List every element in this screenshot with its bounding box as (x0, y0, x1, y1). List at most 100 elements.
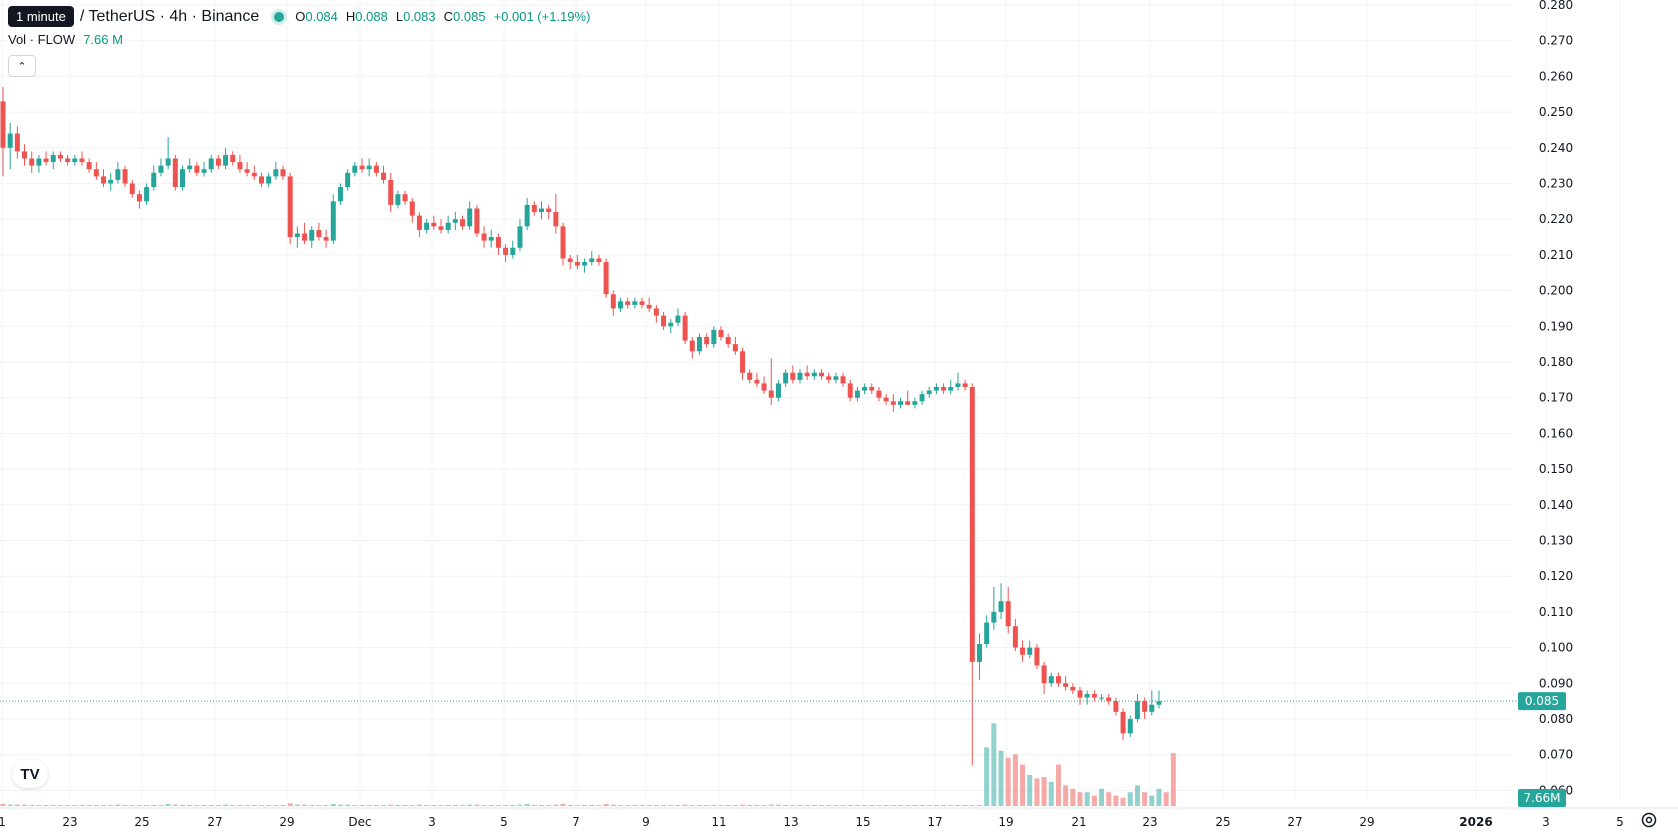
candle-body (101, 176, 107, 184)
volume-bar (431, 805, 437, 806)
axis-tags: 0.085 7.66M (1518, 692, 1566, 807)
time-tick-label: 13 (783, 815, 798, 829)
volume-legend[interactable]: Vol · FLOW 7.66 M (8, 32, 123, 47)
candle-body (682, 315, 688, 341)
high-value: 0.088 (355, 9, 388, 24)
volume-bar (905, 805, 911, 806)
volume-bar (460, 805, 466, 806)
candle-body (1048, 676, 1054, 684)
time-tick-label: 29 (279, 815, 294, 829)
candle-body (309, 229, 315, 241)
low-value: 0.083 (403, 9, 436, 24)
candle-body (675, 315, 681, 323)
volume-bar (65, 805, 71, 806)
ohlc-values: O0.084 H0.088 L0.083 C0.085 +0.001 (+1.1… (295, 9, 590, 24)
volume-bar (811, 805, 817, 806)
price-tick-label: 0.210 (1539, 248, 1573, 262)
volume-bar (603, 803, 609, 806)
volume-bar (72, 805, 78, 806)
candle-body (79, 158, 85, 163)
volume-bar (883, 805, 889, 806)
volume-bar (1149, 795, 1155, 806)
candle-body (890, 401, 896, 405)
candle-body (93, 169, 99, 177)
volume-bar (696, 805, 702, 806)
price-axis: 0.280 0.270 0.260 0.250 0.240 0.230 0.220 0.210… (1539, 0, 1573, 797)
price-tick-label: 0.270 (1539, 34, 1573, 48)
volume-bar (589, 805, 595, 806)
candle-body (273, 169, 279, 177)
collapse-legend-button[interactable]: ⌃ (8, 55, 36, 77)
volume-bar (840, 805, 846, 806)
candle-body (50, 154, 56, 163)
candle-body (819, 372, 825, 377)
symbol-title[interactable]: / TetherUS · 4h · Binance (79, 7, 260, 25)
volume-bar (524, 803, 530, 806)
price-tick-label: 0.080 (1539, 712, 1573, 726)
tradingview-logo-icon[interactable]: TV (12, 760, 48, 788)
chevron-up-icon: ⌃ (17, 60, 27, 73)
volume-bar (574, 805, 580, 806)
time-tick-label: 17 (927, 815, 942, 829)
volume-bar (804, 805, 810, 806)
volume-bar (847, 805, 853, 806)
candle-body (488, 237, 494, 241)
candle-body (790, 372, 796, 380)
price-tick-label: 0.230 (1539, 177, 1573, 191)
volume-value: 7.66 M (83, 32, 123, 47)
price-tick-label: 0.180 (1539, 355, 1573, 369)
volume-bar (495, 805, 501, 806)
volume-bar (1070, 788, 1076, 806)
volume-bar (682, 804, 688, 806)
candle-body (991, 611, 997, 623)
volume-bar (955, 805, 961, 806)
volume-bar (1170, 753, 1176, 806)
volume-bar (775, 804, 781, 806)
volume-bar (689, 805, 695, 806)
price-tick-label: 0.170 (1539, 391, 1573, 405)
volume-bar (596, 805, 602, 806)
candle-body (876, 390, 882, 398)
candle-body (919, 394, 925, 402)
volume-bar (201, 805, 207, 806)
volume-bar (14, 804, 20, 806)
candle-body (481, 233, 487, 241)
volume-bar (215, 805, 221, 806)
candle-body (359, 165, 365, 170)
volume-bar (352, 805, 358, 806)
volume-bar (373, 805, 379, 806)
candle-body (223, 154, 229, 166)
candle-body (416, 215, 422, 230)
candle-body (811, 372, 817, 377)
candle-body (725, 337, 731, 345)
volume-bar (646, 805, 652, 806)
volume-bar (1048, 781, 1054, 806)
change-value: +0.001 (+1.19%) (493, 9, 591, 24)
candle-body (704, 337, 710, 345)
candle-body (625, 301, 631, 305)
time-tick-label: 5 (500, 815, 508, 829)
volume-bar (1063, 785, 1069, 806)
candle-body (215, 158, 221, 166)
candle-body (294, 233, 300, 238)
candle-body (345, 172, 351, 188)
volume-bar (546, 805, 552, 806)
candle-body (474, 208, 480, 234)
volume-bar (862, 805, 868, 806)
candle-body (1063, 683, 1069, 687)
volume-bar (467, 804, 473, 806)
volume-bar (416, 804, 422, 806)
price-tick-label: 0.240 (1539, 141, 1573, 155)
candle-body (330, 201, 336, 241)
candle-body (452, 219, 458, 223)
volume-bar (732, 805, 738, 806)
close-value: 0.085 (453, 9, 486, 24)
volume-bar (223, 804, 229, 806)
volume-bar (345, 804, 351, 806)
volume-bar (783, 805, 789, 806)
volume-bar (919, 805, 925, 806)
volume-bar (230, 805, 236, 806)
gear-icon[interactable] (1640, 811, 1658, 829)
